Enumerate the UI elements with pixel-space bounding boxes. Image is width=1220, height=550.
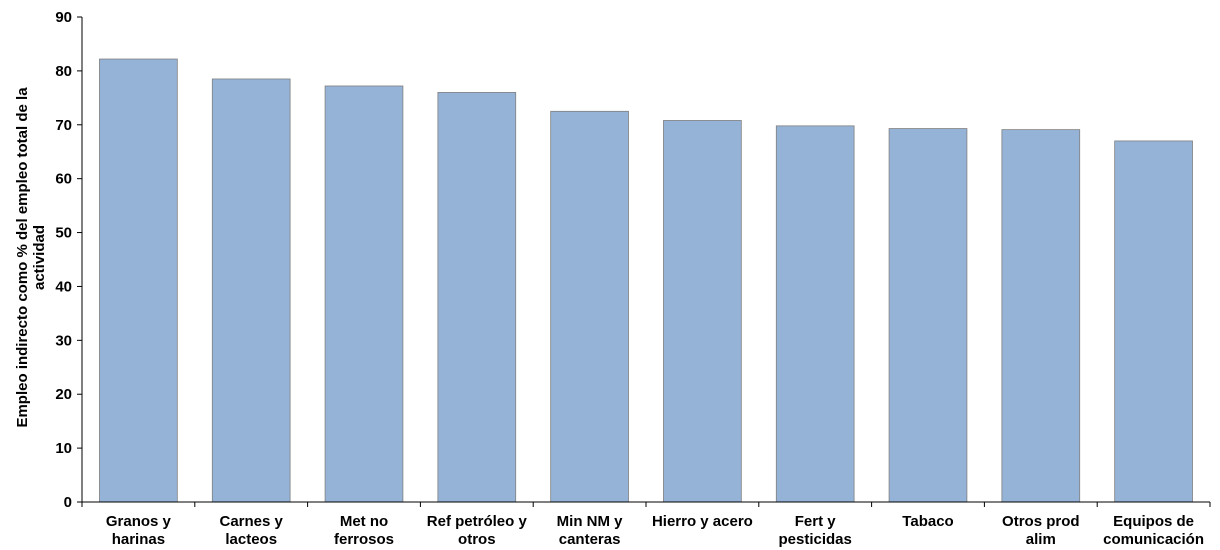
bar-3 — [437, 92, 517, 503]
x-category-label-4: Min NM y canteras — [557, 513, 623, 548]
x-category-label-9: Equipos de comunicación — [1103, 513, 1204, 548]
bar-9 — [1114, 140, 1193, 503]
bar-1 — [211, 78, 291, 503]
bar-5 — [663, 120, 742, 503]
x-category-label-6: Fert y pesticidas — [779, 513, 852, 548]
bar-8 — [1001, 129, 1081, 503]
bar-0 — [99, 58, 178, 503]
y-tick-label-10: 10 — [55, 440, 72, 457]
y-tick-label-40: 40 — [55, 278, 72, 295]
y-tick-labels: 0 10 20 30 40 50 60 70 80 90 — [55, 9, 72, 511]
bar-7 — [888, 128, 968, 503]
y-tick-label-70: 70 — [55, 117, 72, 134]
bars-group — [99, 58, 1193, 503]
y-tick-label-90: 90 — [55, 9, 72, 26]
x-category-label-8: Otros prod alim — [1002, 513, 1080, 548]
axes-group — [77, 16, 1211, 507]
y-tick-label-50: 50 — [55, 225, 72, 242]
y-axis-title-text: Empleo indirecto como % del empleo total… — [14, 87, 48, 428]
y-tick-label-60: 60 — [55, 171, 72, 188]
x-category-label-1: Carnes y lacteos — [220, 513, 284, 548]
x-category-label-2: Met no ferrosos — [334, 513, 394, 548]
bar-4 — [550, 110, 629, 503]
y-tick-label-0: 0 — [64, 494, 72, 511]
x-category-label-5: Hierro y acero — [652, 513, 753, 530]
x-category-label-0: Granos y harinas — [106, 513, 172, 548]
x-category-label-3: Ref petróleo y otros — [427, 513, 528, 548]
bar-6 — [775, 125, 855, 503]
x-category-label-7: Tabaco — [902, 513, 953, 530]
x-category-labels: Granos y harinas Carnes y lacteos Met no ferr… — [106, 513, 1204, 548]
y-tick-label-80: 80 — [55, 63, 72, 80]
y-tick-label-30: 30 — [55, 332, 72, 349]
y-tick-label-20: 20 — [55, 386, 72, 403]
bar-2 — [324, 85, 404, 503]
y-axis-title: Empleo indirecto como % del empleo total… — [14, 87, 48, 428]
